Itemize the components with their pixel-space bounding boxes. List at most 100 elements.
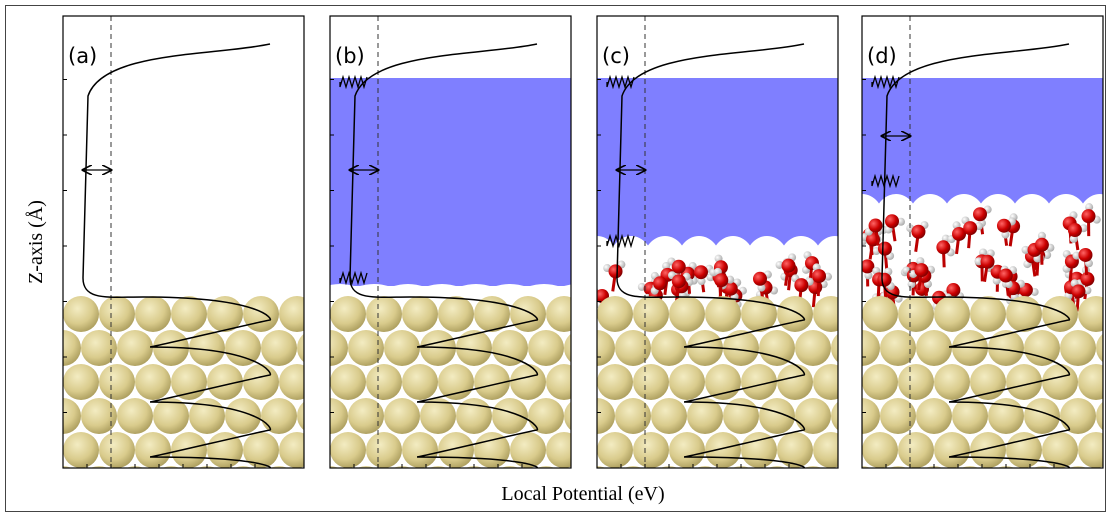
gold-atom (880, 466, 916, 502)
gold-atom (1060, 466, 1096, 502)
gold-atom (243, 432, 279, 468)
gold-atom (135, 296, 171, 332)
gold-atom (1024, 398, 1060, 434)
gold-atom (402, 432, 438, 468)
gold-atom (546, 296, 582, 332)
gold-atom (99, 364, 135, 400)
vacuum-region (862, 78, 1103, 206)
panel-label: (c) (602, 44, 630, 68)
gold-atom (705, 432, 741, 468)
gold-atom (117, 398, 153, 434)
oxygen (672, 260, 686, 274)
gold-atom (528, 330, 564, 366)
gold-atom (669, 296, 705, 332)
gold-atom (880, 398, 916, 434)
gold-atom (615, 398, 651, 434)
gold-atom (952, 466, 988, 502)
gold-atom (261, 466, 297, 502)
gold-atom (279, 432, 315, 468)
oxygen (911, 225, 925, 239)
gold-atom (27, 364, 63, 400)
gold-atom (63, 364, 99, 400)
gold-atom (759, 466, 795, 502)
panel-body (294, 16, 618, 502)
gold-atom (1060, 398, 1096, 434)
oxygen (653, 276, 667, 290)
gold-atom (1096, 466, 1111, 502)
gold-atom (402, 364, 438, 400)
gold-atom (777, 432, 813, 468)
gold-atom (225, 466, 261, 502)
oxygen (753, 272, 767, 286)
oxygen (1035, 238, 1049, 252)
gold-atom (153, 466, 189, 502)
gold-atom (813, 296, 849, 332)
oxygen (1071, 284, 1085, 298)
oxygen (973, 207, 987, 221)
gold-atom (45, 466, 81, 502)
gold-atom (862, 364, 898, 400)
gold-atom (420, 466, 456, 502)
gold-atom (564, 398, 600, 434)
gold-atom (99, 296, 135, 332)
gold-atom (795, 398, 831, 434)
gold-atom (438, 432, 474, 468)
gold-atom (279, 364, 315, 400)
gold-atom (243, 364, 279, 400)
gold-atom (831, 466, 867, 502)
panel-label: (b) (335, 44, 365, 68)
gold-atom (81, 466, 117, 502)
gold-atom (384, 466, 420, 502)
gold-atom (1042, 432, 1078, 468)
y-axis-label: Z-axis (Å) (25, 200, 47, 284)
gold-atom (117, 330, 153, 366)
gold-atom (384, 330, 420, 366)
gold-atom (759, 398, 795, 434)
gold-atom (1024, 330, 1060, 366)
gold-atom (597, 296, 633, 332)
gold-atom (63, 296, 99, 332)
gold-atom (970, 364, 1006, 400)
gold-atom (438, 364, 474, 400)
gold-atom (813, 432, 849, 468)
gold-atom (510, 296, 546, 332)
gold-atom (297, 330, 333, 366)
gold-atom (546, 364, 582, 400)
vacuum-region (597, 78, 838, 248)
panel: (c) (561, 16, 885, 502)
panel-label: (d) (867, 44, 897, 68)
gold-atom (844, 466, 880, 502)
gold-atom (117, 466, 153, 502)
gold-atom (1042, 296, 1078, 332)
gold-atom (510, 364, 546, 400)
gold-atom (366, 432, 402, 468)
oxygen (794, 278, 808, 292)
panel-body (27, 16, 351, 502)
oxygen (1078, 248, 1092, 262)
gold-atom (862, 296, 898, 332)
gold-atom (225, 398, 261, 434)
gold-atom (528, 398, 564, 434)
gold-atom (402, 296, 438, 332)
gold-atom (1060, 330, 1096, 366)
gold-atom (384, 398, 420, 434)
gold-atom (633, 296, 669, 332)
oxygen (672, 274, 686, 288)
oxygen (877, 273, 891, 287)
gold-atom (633, 364, 669, 400)
gold-atom (171, 364, 207, 400)
gold-atom (1042, 364, 1078, 400)
gold-atom (669, 364, 705, 400)
gold-atom (705, 364, 741, 400)
gold-atom (81, 398, 117, 434)
gold-atom (633, 432, 669, 468)
gold-atom (27, 296, 63, 332)
gold-atom (171, 432, 207, 468)
gold-atom (934, 364, 970, 400)
gold-atom (456, 466, 492, 502)
gold-atom (795, 330, 831, 366)
oxygen (714, 273, 728, 287)
gold-atom (970, 296, 1006, 332)
gold-atom (279, 296, 315, 332)
panel: (d) (826, 16, 1111, 502)
